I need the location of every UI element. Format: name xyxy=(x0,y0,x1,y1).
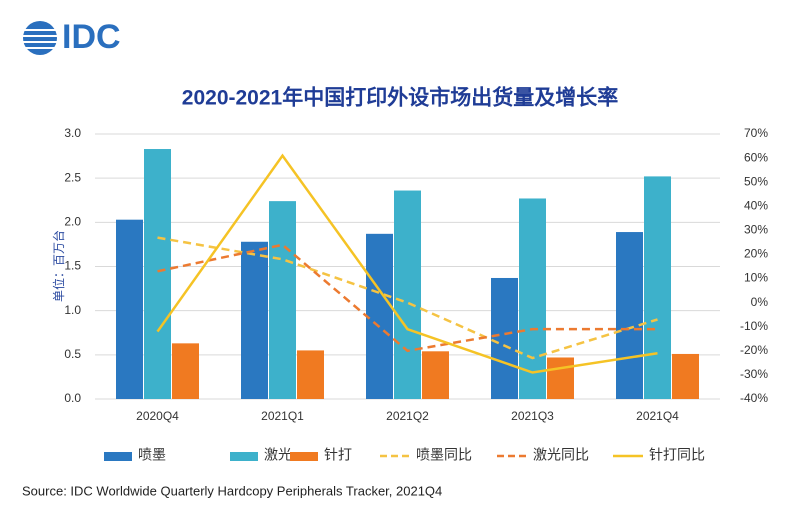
y2-tick-label: 20% xyxy=(744,247,768,261)
bar xyxy=(116,219,143,399)
x-tick-label: 2021Q4 xyxy=(636,409,679,423)
legend-label: 喷墨 xyxy=(138,447,166,463)
y2-tick-label: 30% xyxy=(744,223,768,237)
bar xyxy=(491,277,518,399)
y-axis-label: 单位：百万台 xyxy=(51,230,66,302)
y-tick-label: 2.5 xyxy=(64,170,81,184)
x-tick-label: 2020Q4 xyxy=(136,409,179,423)
y2-tick-label: 40% xyxy=(744,198,768,212)
x-tick-label: 2021Q2 xyxy=(386,409,429,423)
y-tick-label: 0.5 xyxy=(64,347,81,361)
bar xyxy=(172,343,199,399)
legend-swatch xyxy=(230,452,258,461)
bar xyxy=(644,176,671,399)
y2-tick-label: -10% xyxy=(740,319,768,333)
y2-tick-label: -30% xyxy=(740,367,768,381)
bar xyxy=(672,353,699,399)
x-tick-label: 2021Q3 xyxy=(511,409,554,423)
bar xyxy=(519,198,546,399)
y-tick-label: 0.0 xyxy=(64,391,81,405)
bar xyxy=(297,350,324,399)
bar xyxy=(616,232,643,399)
y2-tick-label: 0% xyxy=(751,295,769,309)
y2-tick-label: 70% xyxy=(744,126,768,140)
legend-label: 激光同比 xyxy=(533,447,589,463)
y2-tick-label: 10% xyxy=(744,271,768,285)
y2-tick-label: 60% xyxy=(744,150,768,164)
source: Source: IDC Worldwide Quarterly Hardcopy… xyxy=(22,483,442,498)
y-tick-label: 2.0 xyxy=(64,215,81,229)
legend-label: 针打同比 xyxy=(649,447,705,463)
legend-swatch xyxy=(104,452,132,461)
bar xyxy=(422,351,449,399)
legend-label: 喷墨同比 xyxy=(416,447,472,463)
bar xyxy=(144,149,171,399)
line xyxy=(156,153,658,374)
legend-swatch xyxy=(290,452,318,461)
x-tick-label: 2021Q1 xyxy=(261,409,304,423)
y2-tick-label: -20% xyxy=(740,343,768,357)
logo-text: IDC xyxy=(62,18,121,56)
y-tick-label: 3.0 xyxy=(64,126,81,140)
legend-label: 针打 xyxy=(324,447,352,463)
y2-tick-label: 50% xyxy=(744,174,768,188)
y-tick-label: 1.0 xyxy=(64,303,81,317)
legend-label: 激光 xyxy=(264,447,292,463)
logo-mark xyxy=(22,21,58,55)
y-tick-label: 1.5 xyxy=(64,259,81,273)
line xyxy=(157,236,658,360)
bar xyxy=(366,233,393,399)
y2-tick-label: -40% xyxy=(740,391,768,405)
line xyxy=(157,243,658,353)
bar xyxy=(241,241,268,399)
chart-title: 2020-2021年中国打印外设市场出货量及增长率 xyxy=(182,86,618,110)
bar xyxy=(269,201,296,399)
bar xyxy=(547,357,574,399)
bar xyxy=(394,190,421,399)
